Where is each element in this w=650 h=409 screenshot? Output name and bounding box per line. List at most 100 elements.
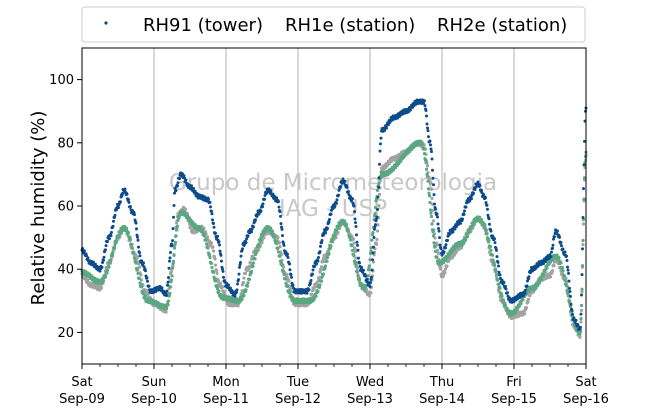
data-point (428, 200, 432, 205)
data-point (350, 244, 354, 248)
data-point (579, 303, 584, 308)
data-point (277, 241, 282, 245)
data-point (504, 284, 507, 288)
data-point (424, 108, 428, 112)
data-point (139, 285, 144, 289)
data-point (404, 152, 409, 156)
data-point (170, 244, 174, 248)
data-point (429, 187, 434, 191)
data-point (334, 228, 339, 233)
data-point (537, 281, 542, 285)
data-point (208, 200, 212, 204)
data-point (135, 268, 140, 272)
data-point (578, 332, 582, 336)
data-point (280, 225, 283, 229)
data-point (144, 269, 147, 273)
data-point (240, 297, 244, 302)
data-point (376, 195, 380, 199)
data-point (216, 234, 219, 238)
data-point (446, 238, 449, 242)
data-point (379, 142, 382, 146)
data-point (213, 279, 218, 283)
data-point (101, 279, 106, 283)
y-tick-label-60: 60 (57, 200, 74, 215)
data-point (133, 213, 136, 217)
legend-box (81, 6, 586, 43)
x-tick-date-0: Sep-09 (59, 392, 105, 407)
data-point (246, 281, 250, 285)
data-point (210, 265, 214, 270)
legend-entry-rh91: RH91 (tower) (143, 15, 263, 36)
data-point (378, 179, 383, 183)
data-point (366, 274, 370, 278)
data-point (218, 281, 223, 285)
data-point (541, 273, 546, 277)
data-point (317, 275, 322, 279)
data-point (319, 244, 322, 248)
data-point (369, 249, 373, 253)
data-point (431, 230, 435, 234)
data-point (229, 286, 232, 290)
data-point (204, 238, 208, 242)
data-point (529, 271, 532, 275)
data-point (465, 234, 470, 239)
data-point (283, 277, 288, 281)
data-point (485, 231, 489, 235)
data-point (117, 206, 120, 210)
y-axis: 20 40 60 80 100 (49, 73, 82, 341)
data-point (288, 268, 292, 272)
data-point (172, 215, 175, 219)
data-point (470, 197, 473, 201)
data-point (285, 284, 290, 288)
data-point (353, 261, 358, 265)
data-point (164, 310, 168, 314)
data-point (348, 235, 352, 239)
data-point (104, 248, 107, 252)
data-point (314, 294, 318, 298)
data-point (429, 147, 433, 151)
data-point (369, 291, 373, 295)
data-point (539, 277, 544, 281)
data-point (307, 288, 311, 292)
data-point (542, 262, 545, 266)
data-point (130, 246, 135, 250)
data-point (138, 281, 142, 285)
data-point (385, 126, 388, 130)
data-point (260, 234, 265, 238)
data-point (222, 275, 225, 279)
data-point (106, 240, 109, 244)
data-point (176, 181, 180, 185)
data-point (374, 223, 377, 227)
data-point (128, 237, 133, 242)
data-point (246, 234, 250, 238)
data-point (112, 246, 117, 250)
data-point (343, 179, 347, 183)
data-point (450, 256, 455, 260)
data-point (565, 259, 569, 263)
data-point (353, 217, 357, 221)
data-point (279, 214, 282, 218)
data-point (250, 230, 253, 234)
data-point (581, 243, 585, 247)
data-point (288, 262, 291, 266)
data-point (132, 256, 137, 260)
data-point (327, 220, 331, 224)
data-point (136, 271, 140, 276)
data-point (562, 274, 567, 278)
data-point (362, 268, 365, 272)
data-point (569, 294, 572, 298)
data-point (580, 287, 584, 291)
data-point (279, 222, 283, 226)
data-point (207, 252, 212, 257)
data-point (426, 179, 430, 183)
data-point (378, 162, 381, 166)
data-point (251, 264, 255, 268)
data-point (526, 297, 531, 301)
data-point (488, 244, 493, 249)
data-point (112, 219, 115, 223)
data-point (571, 312, 574, 316)
data-point (209, 261, 214, 265)
data-point (311, 272, 314, 276)
data-point (372, 245, 375, 249)
data-point (354, 221, 357, 225)
